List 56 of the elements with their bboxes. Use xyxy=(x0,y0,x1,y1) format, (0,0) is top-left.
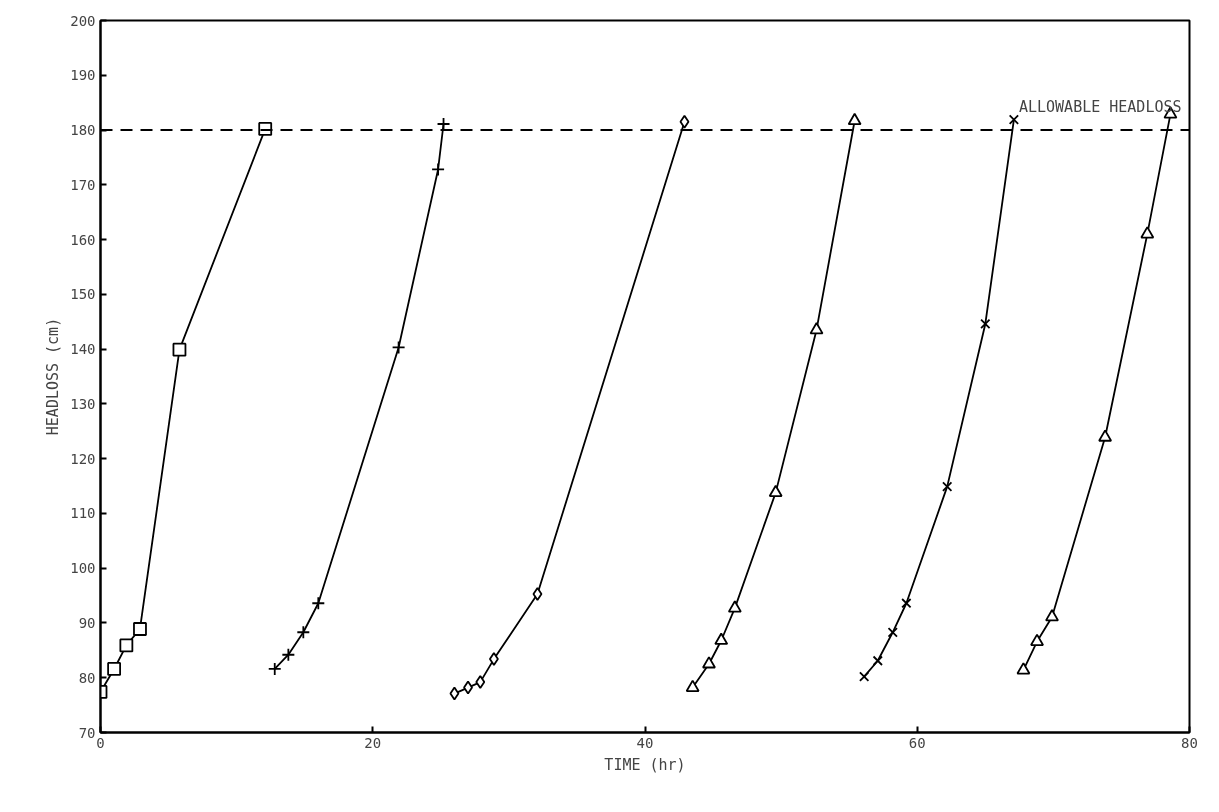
y-tick-label: 90 xyxy=(78,614,96,631)
point xyxy=(809,322,824,335)
point xyxy=(281,647,296,662)
point xyxy=(1140,226,1155,239)
point xyxy=(267,662,282,676)
point xyxy=(859,671,870,682)
point xyxy=(887,627,898,638)
point xyxy=(872,655,883,666)
y-tick-label: 130 xyxy=(70,395,96,412)
point xyxy=(942,481,953,492)
point xyxy=(296,625,311,640)
point xyxy=(449,686,460,701)
point xyxy=(436,117,451,131)
y-tick-label: 180 xyxy=(70,122,96,139)
point xyxy=(1045,609,1059,622)
point xyxy=(702,656,716,669)
x-tick-label: 40 xyxy=(636,734,654,751)
y-tick-label: 200 xyxy=(70,12,96,29)
point xyxy=(431,162,445,177)
y-axis-title: HEADLOSS (cm) xyxy=(44,317,63,436)
point xyxy=(901,598,912,609)
point xyxy=(1016,662,1031,675)
point xyxy=(685,679,700,692)
point xyxy=(391,340,406,355)
point xyxy=(1008,114,1020,125)
y-tick-label: 80 xyxy=(78,669,96,686)
y-tick-label: 150 xyxy=(70,286,96,303)
point xyxy=(1030,633,1044,646)
ref-line-label: ALLOWABLE HEADLOSS xyxy=(1018,98,1182,117)
x-tick-label: 80 xyxy=(1181,734,1198,751)
point xyxy=(107,662,122,676)
point xyxy=(727,600,742,613)
y-tick-label: 100 xyxy=(70,560,96,577)
x-tick-label: 60 xyxy=(908,734,926,751)
y-tick-label: 190 xyxy=(70,67,96,84)
point xyxy=(714,632,729,645)
y-tick-label: 160 xyxy=(70,231,96,248)
x-tick-label: 20 xyxy=(364,734,382,751)
y-tick-label: 70 xyxy=(78,724,96,741)
point xyxy=(133,622,147,636)
y-tick-label: 120 xyxy=(70,450,96,467)
point xyxy=(847,112,862,126)
point xyxy=(768,484,783,497)
y-tick-label: 110 xyxy=(70,505,96,522)
x-tick-label: 0 xyxy=(96,734,105,751)
point xyxy=(980,318,991,330)
point xyxy=(119,638,134,653)
y-tick-label: 140 xyxy=(70,341,96,358)
point xyxy=(679,114,690,129)
point xyxy=(172,342,187,357)
point xyxy=(532,587,543,601)
point xyxy=(475,675,486,690)
point xyxy=(1098,429,1112,442)
y-tick-label: 170 xyxy=(70,176,96,193)
point xyxy=(311,596,326,611)
x-axis-title: TIME (hr) xyxy=(604,755,686,774)
